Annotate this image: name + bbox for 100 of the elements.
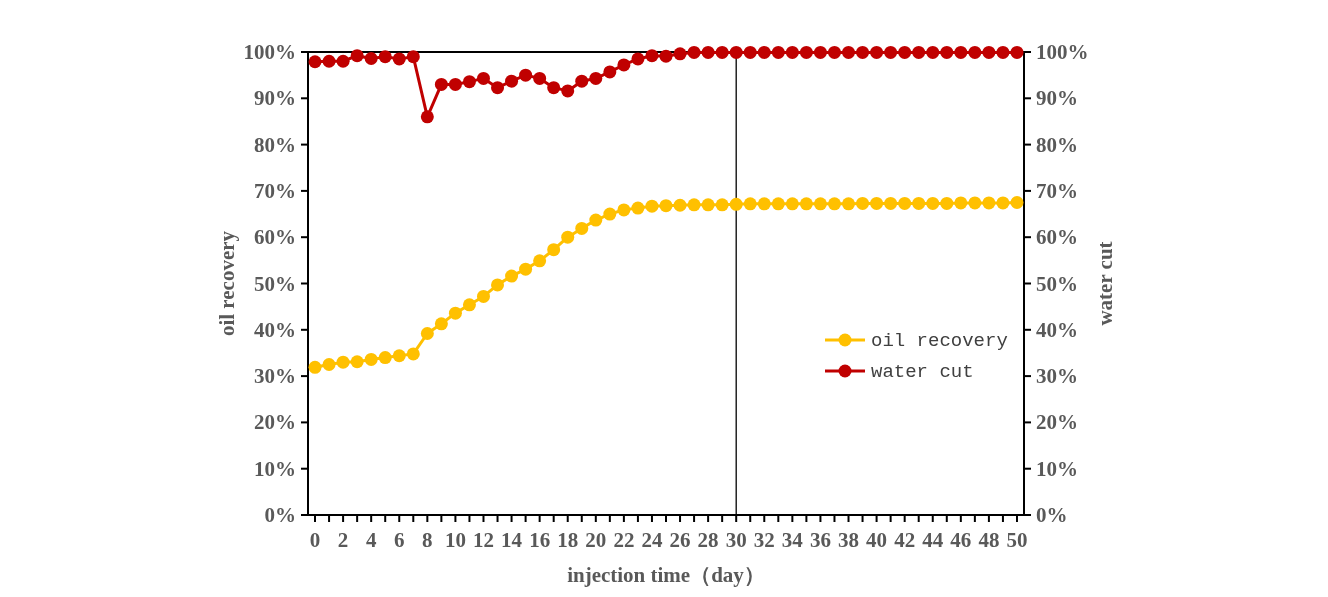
point xyxy=(687,198,701,212)
point xyxy=(954,196,968,210)
y2-tick-label: 30% xyxy=(1036,364,1078,389)
point xyxy=(336,355,350,369)
y-tick-label: 50% xyxy=(254,271,296,296)
point xyxy=(420,327,434,340)
point xyxy=(827,45,841,59)
x-tick-label: 50 xyxy=(1006,528,1028,552)
point xyxy=(645,199,659,213)
point xyxy=(982,45,996,59)
x-tick-label: 46 xyxy=(950,528,972,552)
point xyxy=(603,65,617,79)
y2-tick-label: 90% xyxy=(1036,86,1078,111)
point xyxy=(575,74,589,88)
point xyxy=(462,75,476,89)
point xyxy=(771,45,785,59)
point xyxy=(870,196,884,210)
x-tick-label: 26 xyxy=(669,528,691,552)
point xyxy=(856,45,870,59)
x-tick-label: 16 xyxy=(529,528,551,552)
y2-tick-label: 60% xyxy=(1036,225,1078,250)
y-tick-label: 80% xyxy=(254,132,296,157)
point xyxy=(519,68,533,82)
point xyxy=(589,213,603,227)
point xyxy=(715,198,729,212)
point xyxy=(673,198,687,212)
x-tick-label: 22 xyxy=(613,528,635,552)
point xyxy=(336,54,350,68)
point xyxy=(856,196,870,210)
point xyxy=(476,71,490,85)
point xyxy=(701,45,715,59)
y-tick-label: 10% xyxy=(254,456,296,481)
point xyxy=(378,50,392,64)
x-tick-label: 10 xyxy=(444,528,466,552)
point xyxy=(491,81,505,95)
point xyxy=(827,197,841,211)
point xyxy=(406,50,420,64)
point xyxy=(996,196,1010,210)
x-tick-label: 24 xyxy=(641,528,663,552)
y2-tick-label: 50% xyxy=(1036,271,1078,296)
point xyxy=(912,45,926,59)
y2-axis-title: water cut xyxy=(1093,241,1117,326)
point xyxy=(308,55,322,69)
point xyxy=(912,196,926,210)
point xyxy=(898,196,912,210)
point xyxy=(448,77,462,91)
legend-label: oil recovery xyxy=(871,330,1008,352)
y2-tick-label: 0% xyxy=(1036,503,1068,527)
point xyxy=(505,74,519,88)
x-tick-label: 28 xyxy=(697,528,719,552)
point xyxy=(926,45,940,59)
point xyxy=(533,71,547,85)
x-tick-label: 40 xyxy=(866,528,888,552)
point xyxy=(996,45,1010,59)
y-tick-label: 40% xyxy=(254,317,296,342)
point xyxy=(785,45,799,59)
point xyxy=(729,197,743,211)
point xyxy=(926,196,940,210)
point xyxy=(392,349,406,363)
point xyxy=(547,81,561,95)
x-tick-label: 12 xyxy=(472,528,494,552)
x-tick-label: 44 xyxy=(922,528,944,552)
point xyxy=(434,317,448,331)
point xyxy=(378,351,392,365)
point xyxy=(954,45,968,59)
point xyxy=(364,51,378,65)
x-tick-label: 2 xyxy=(337,528,349,552)
x-tick-label: 34 xyxy=(781,528,804,552)
y2-tick-label: 80% xyxy=(1036,132,1078,157)
point xyxy=(813,45,827,59)
y2-tick-label: 20% xyxy=(1036,410,1078,435)
point xyxy=(884,196,898,210)
point xyxy=(364,352,378,366)
y-tick-label: 30% xyxy=(254,364,296,389)
x-tick-label: 48 xyxy=(978,528,1000,552)
point xyxy=(659,49,673,63)
y-tick-label: 70% xyxy=(254,178,296,203)
point xyxy=(462,298,476,312)
point xyxy=(940,196,954,210)
point xyxy=(799,197,813,211)
point xyxy=(842,45,856,59)
point xyxy=(420,110,434,124)
point xyxy=(561,84,575,98)
point xyxy=(645,49,659,63)
y2-tick-label: 100% xyxy=(1036,40,1089,64)
point xyxy=(476,289,490,303)
point xyxy=(687,45,701,59)
legend-label: water cut xyxy=(871,361,974,383)
point xyxy=(813,197,827,211)
point xyxy=(617,203,631,217)
point xyxy=(884,45,898,59)
y-axis-title: oil recovery xyxy=(215,230,239,337)
point xyxy=(519,262,533,276)
point xyxy=(715,45,729,59)
point xyxy=(729,45,743,59)
point xyxy=(743,197,757,211)
point xyxy=(659,199,673,213)
point xyxy=(785,197,799,211)
point xyxy=(898,45,912,59)
point xyxy=(757,197,771,211)
